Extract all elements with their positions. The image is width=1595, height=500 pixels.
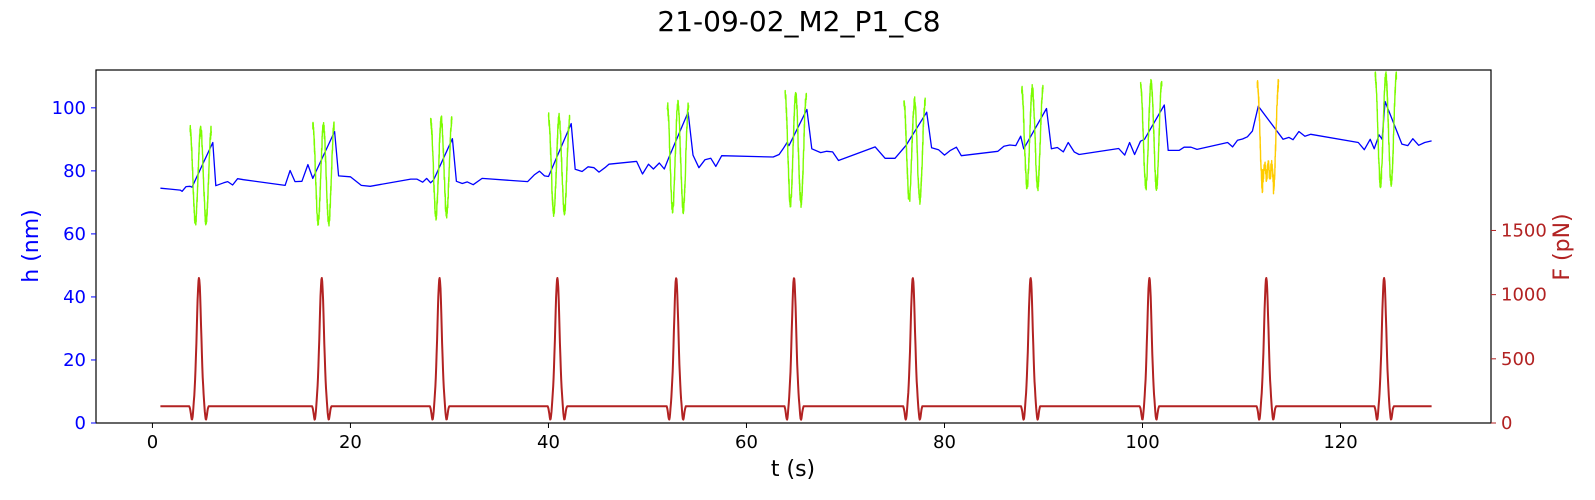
y-right-tick-label: 0 <box>1501 413 1512 434</box>
compression-cycle-9 <box>1139 78 1163 191</box>
y-axis-title-right: F (pN) <box>1550 213 1575 280</box>
y-left-tick-label: 60 <box>63 224 86 245</box>
compression-cycle-11 <box>1374 71 1398 189</box>
plot-area <box>159 71 1433 421</box>
compression-cycle-4 <box>547 112 571 217</box>
y-right-tick-label: 1000 <box>1501 285 1547 306</box>
y-left-tick-label: 40 <box>63 287 86 308</box>
compression-cycle-3 <box>429 115 453 221</box>
y-right-tick-label: 500 <box>1501 349 1535 370</box>
y-right-tick-label: 1500 <box>1501 220 1547 241</box>
compression-cycle-8 <box>1021 84 1044 192</box>
y-left-tick-label: 80 <box>63 161 86 182</box>
compression-cycle-5 <box>666 99 690 215</box>
force-series-line <box>159 277 1433 421</box>
y-left-tick-label: 20 <box>63 350 86 371</box>
compression-cycle-7 <box>903 96 926 205</box>
x-tick-label: 0 <box>147 432 158 453</box>
x-tick-label: 20 <box>339 432 362 453</box>
x-tick-label: 80 <box>933 432 956 453</box>
x-tick-label: 60 <box>735 432 758 453</box>
compression-cycle-2 <box>312 121 335 227</box>
x-axis-title: t (s) <box>771 457 815 482</box>
chart-title: 21-09-02_M2_P1_C8 <box>657 5 940 38</box>
compression-cycle-6 <box>784 89 808 208</box>
compression-cycle-1 <box>189 124 212 226</box>
x-tick-label: 40 <box>537 432 560 453</box>
compression-cycle-10 <box>1256 78 1280 195</box>
y-left-tick-label: 100 <box>52 98 86 119</box>
plot-frame <box>95 69 1492 424</box>
y-axis-title-left: h (nm) <box>19 209 44 282</box>
x-tick-label: 120 <box>1323 432 1357 453</box>
x-tick-label: 100 <box>1125 432 1159 453</box>
y-left-tick-label: 0 <box>75 413 86 434</box>
